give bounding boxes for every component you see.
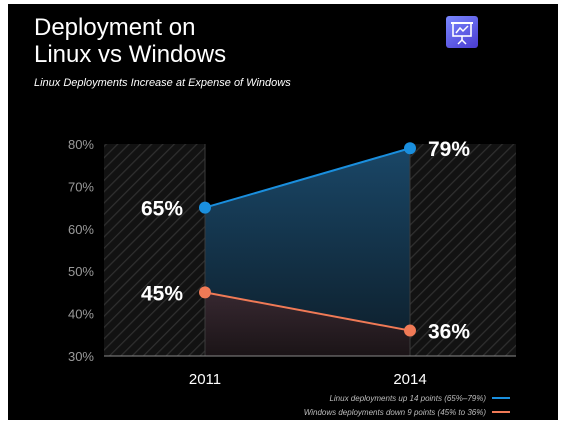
data-label: 45% <box>141 282 183 305</box>
presentation-chart-icon <box>446 16 478 48</box>
data-point <box>199 286 211 299</box>
y-tick-label: 30% <box>68 349 94 364</box>
slide-title: Deployment on Linux vs Windows <box>34 14 226 68</box>
data-label: 36% <box>428 321 470 344</box>
hatched-panel-left <box>104 144 205 356</box>
linux-area <box>205 148 410 331</box>
legend-label: Windows deployments down 9 points (45% t… <box>304 408 487 417</box>
legend-label: Linux deployments up 14 points (65%–79%) <box>329 394 486 403</box>
y-tick-label: 50% <box>68 264 94 279</box>
x-tick-label: 2014 <box>393 371 426 388</box>
y-tick-label: 60% <box>68 222 94 237</box>
y-tick-label: 70% <box>68 179 94 194</box>
windows-area <box>205 292 410 356</box>
series-line-1 <box>204 291 411 332</box>
data-label: 79% <box>428 138 470 161</box>
data-label: 65% <box>141 198 183 221</box>
slide-subtitle: Linux Deployments Increase at Expense of… <box>34 77 291 89</box>
hatched-panel-right <box>410 144 516 356</box>
data-point <box>404 142 416 155</box>
data-point <box>199 201 211 214</box>
y-tick-label: 40% <box>68 307 94 322</box>
x-tick-label: 2011 <box>189 371 221 388</box>
slide-title-line2: Linux vs Windows <box>34 41 227 68</box>
data-point <box>404 324 416 337</box>
series-line-0 <box>204 147 411 209</box>
y-tick-label: 80% <box>68 137 94 152</box>
slide: Deployment on Linux vs Windows Linux Dep… <box>8 4 558 420</box>
chart: 30%40%50%60%70%80%2011 2014 65%79%45%36% … <box>68 137 516 417</box>
slide-title-line1: Deployment on <box>34 14 196 41</box>
